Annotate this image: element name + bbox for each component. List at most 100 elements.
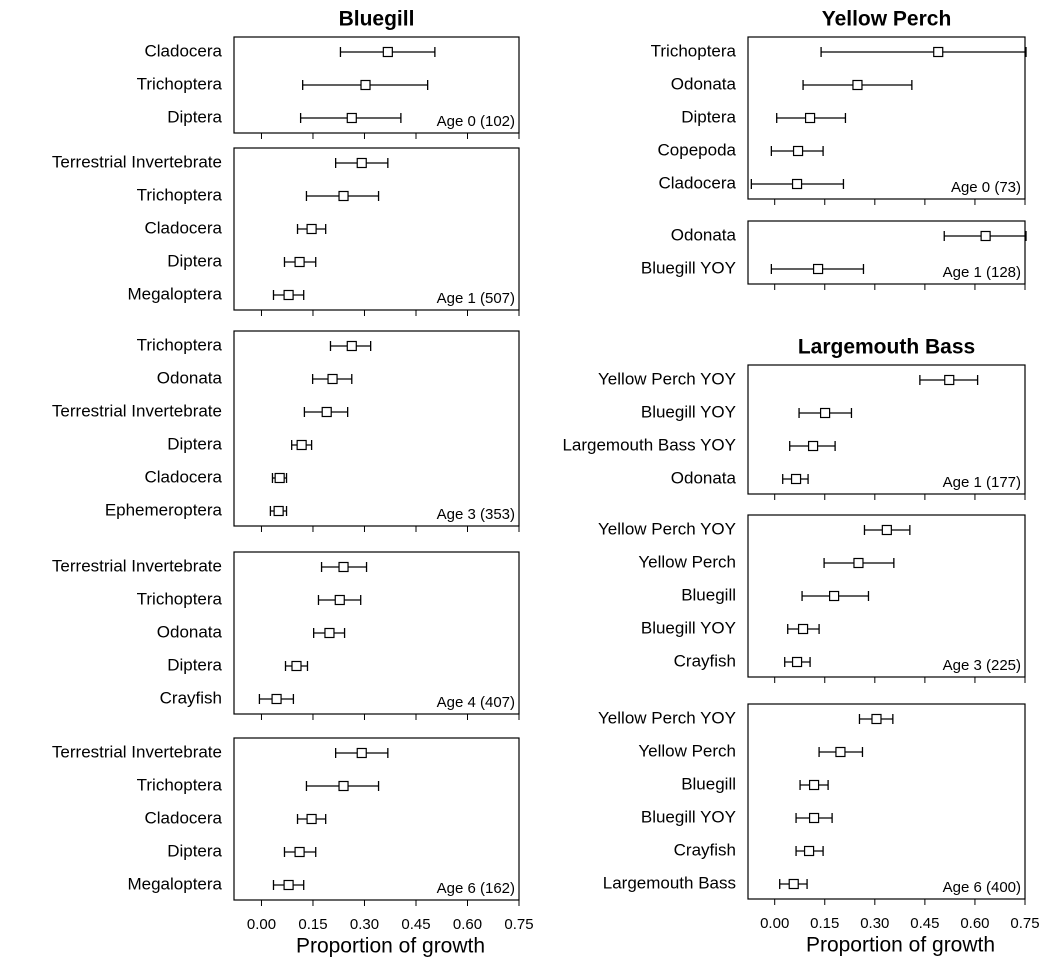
panel-annotation: Age 4 (407) (437, 694, 515, 711)
category-label: Diptera (681, 107, 736, 126)
panel-frame (233, 330, 520, 527)
category-label: Copepoda (658, 140, 737, 159)
point-estimate (852, 79, 863, 91)
category-label: Megaloptera (127, 284, 222, 303)
point-estimate (334, 594, 345, 606)
panel-annotation: Age 6 (400) (943, 879, 1021, 896)
panel-title: Yellow Perch (822, 8, 952, 31)
point-estimate (346, 340, 357, 352)
category-label: Odonata (671, 225, 737, 244)
panel-annotation: Age 0 (102) (437, 113, 515, 130)
x-tick-label: 0.15 (298, 916, 327, 933)
point-estimate (933, 46, 944, 58)
panel-title: Bluegill (339, 8, 415, 31)
category-label: Trichoptera (137, 589, 223, 608)
x-tick-label: 0.15 (810, 915, 839, 932)
point-estimate (803, 845, 815, 857)
point-estimate (788, 878, 799, 890)
point-estimate (791, 178, 803, 190)
panel-annotation: Age 1 (128) (943, 264, 1021, 281)
category-label: Trichoptera (137, 185, 223, 204)
point-estimate (980, 230, 991, 242)
panel-frame (233, 36, 520, 134)
category-label: Crayfish (674, 651, 736, 670)
point-estimate (338, 780, 349, 792)
panel-frame (747, 36, 1026, 200)
point-estimate (812, 263, 824, 275)
category-label: Yellow Perch YOY (598, 369, 736, 388)
point-estimate (324, 627, 335, 639)
point-estimate (807, 440, 819, 452)
category-label: Yellow Perch (638, 741, 736, 760)
category-label: Terrestrial Invertebrate (52, 742, 222, 761)
point-estimate (321, 406, 332, 418)
category-label: Crayfish (674, 840, 736, 859)
point-estimate (294, 846, 305, 858)
point-estimate (296, 439, 307, 451)
point-estimate (356, 747, 367, 759)
point-estimate (338, 561, 349, 573)
category-label: Cladocera (145, 41, 223, 60)
x-tick-label: 0.45 (910, 915, 939, 932)
category-label: Bluegill (681, 774, 736, 793)
panel-annotation: Age 1 (507) (437, 290, 515, 307)
x-tick-label: 0.60 (960, 915, 989, 932)
panel-frame (233, 551, 520, 715)
point-estimate (306, 223, 317, 235)
category-label: Trichoptera (651, 41, 737, 60)
point-estimate (283, 879, 294, 891)
x-axis-title: Proportion of growth (806, 934, 995, 957)
point-estimate (356, 157, 367, 169)
category-label: Bluegill YOY (641, 402, 736, 421)
category-label: Yellow Perch (638, 552, 736, 571)
category-label: Terrestrial Invertebrate (52, 556, 222, 575)
panel-frame (233, 737, 520, 901)
category-label: Diptera (167, 434, 222, 453)
point-estimate (835, 746, 846, 758)
category-label: Terrestrial Invertebrate (52, 152, 222, 171)
point-estimate (797, 623, 809, 635)
category-label: Trichoptera (137, 335, 223, 354)
category-label: Diptera (167, 251, 222, 270)
category-label: Yellow Perch YOY (598, 519, 736, 538)
category-label: Odonata (157, 622, 223, 641)
panel-annotation: Age 3 (353) (437, 506, 515, 523)
panel-frame (747, 703, 1026, 900)
point-estimate (273, 505, 284, 517)
point-estimate (791, 656, 803, 668)
category-label: Bluegill (681, 585, 736, 604)
category-label: Diptera (167, 841, 222, 860)
category-label: Cladocera (145, 218, 223, 237)
category-label: Terrestrial Invertebrate (52, 401, 222, 420)
category-label: Bluegill YOY (641, 258, 736, 277)
panel-annotation: Age 6 (162) (437, 880, 515, 897)
category-label: Megaloptera (127, 874, 222, 893)
category-label: Largemouth Bass YOY (562, 435, 736, 454)
category-label: Cladocera (145, 808, 223, 827)
panel-annotation: Age 3 (225) (943, 657, 1021, 674)
point-estimate (346, 112, 357, 124)
category-label: Trichoptera (137, 74, 223, 93)
category-label: Bluegill YOY (641, 618, 736, 637)
point-estimate (819, 407, 831, 419)
point-estimate (871, 713, 882, 725)
category-label: Odonata (671, 74, 737, 93)
panel-frame (747, 364, 1026, 495)
point-estimate (804, 112, 816, 124)
category-label: Yellow Perch YOY (598, 708, 736, 727)
panel-frame (747, 514, 1026, 678)
x-tick-label: 0.75 (1010, 915, 1039, 932)
category-label: Largemouth Bass (603, 873, 736, 892)
point-estimate (853, 557, 864, 569)
category-label: Odonata (157, 368, 223, 387)
x-tick-label: 0.00 (760, 915, 789, 932)
point-estimate (944, 374, 955, 386)
category-label: Cladocera (659, 173, 737, 192)
point-estimate (291, 660, 302, 672)
point-estimate (274, 472, 285, 484)
category-label: Bluegill YOY (641, 807, 736, 826)
point-estimate (294, 256, 305, 268)
point-estimate (360, 79, 371, 91)
category-label: Ephemeroptera (105, 500, 223, 519)
